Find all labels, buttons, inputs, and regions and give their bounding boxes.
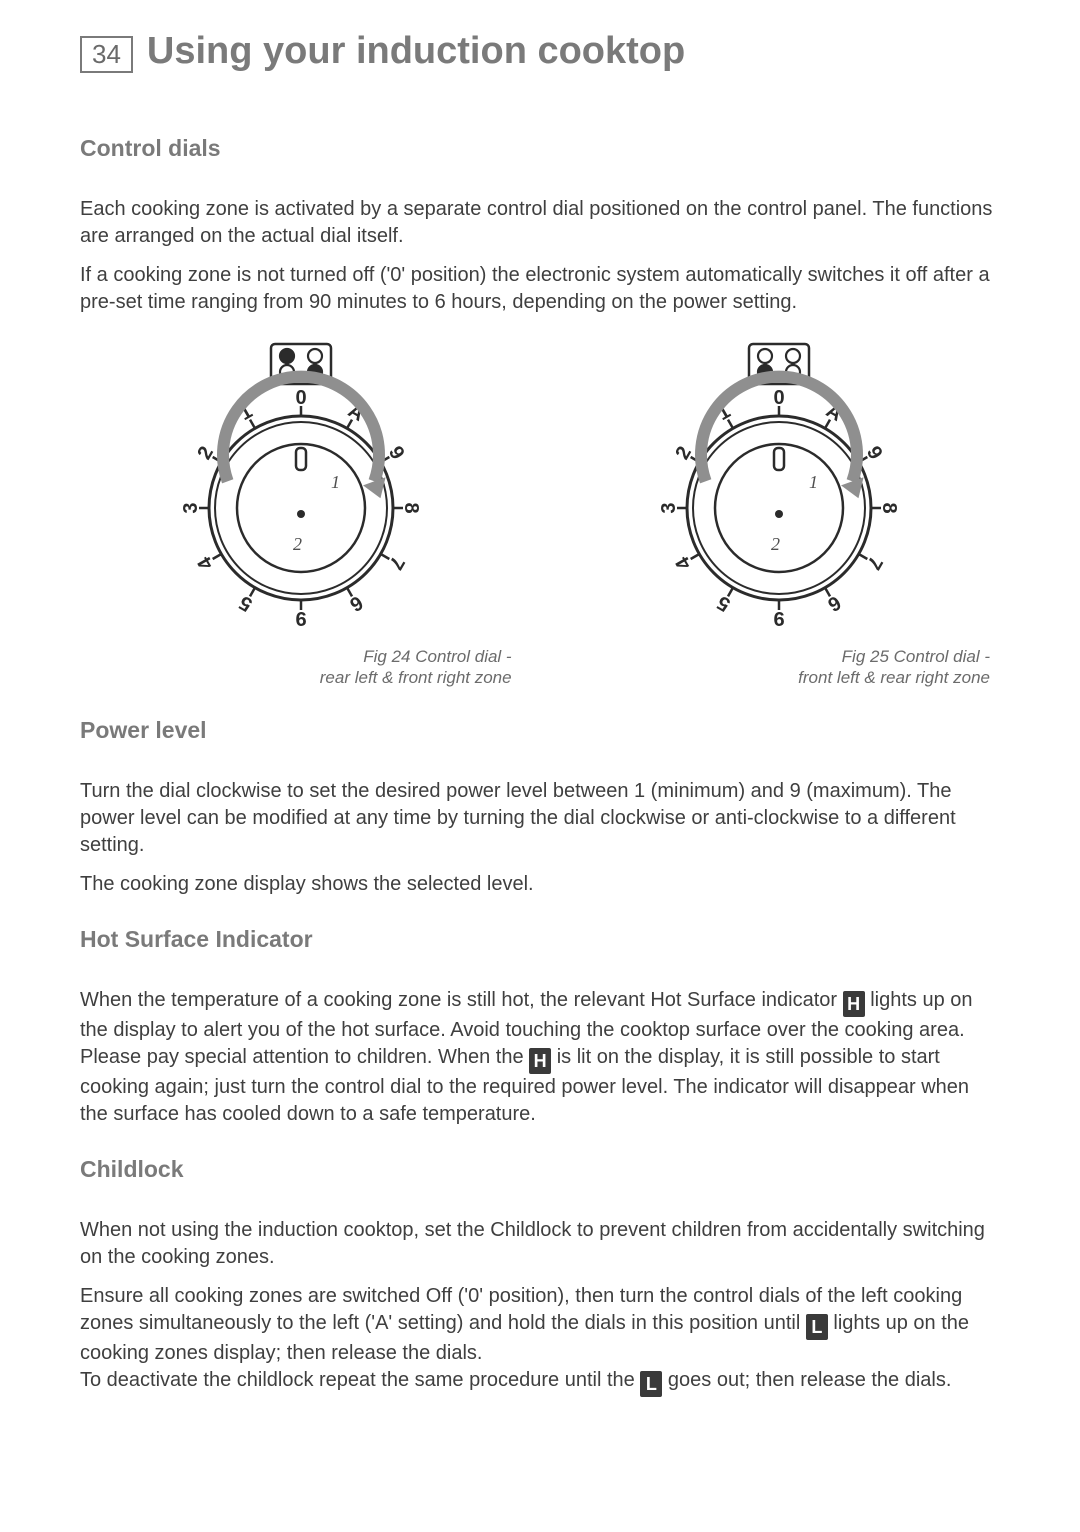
childlock-icon: L (640, 1371, 662, 1397)
heading-childlock: Childlock (80, 1156, 1000, 1183)
section-power-level: Power level Turn the dial clockwise to s… (80, 717, 1000, 898)
heading-control-dials: Control dials (80, 135, 1000, 162)
svg-text:1: 1 (809, 472, 818, 492)
svg-text:3: 3 (658, 502, 680, 513)
text-childlock-p1: When not using the induction cooktop, se… (80, 1217, 1000, 1271)
svg-text:9: 9 (862, 443, 887, 464)
svg-text:3: 3 (180, 502, 202, 513)
heading-power-level: Power level (80, 717, 1000, 744)
text-power-level-p2: The cooking zone display shows the selec… (80, 871, 1000, 898)
svg-text:7: 7 (384, 553, 409, 574)
diagrams-row: 0A987695432112 Fig 24 Control dial - rea… (80, 338, 1000, 689)
control-dial-diagram-right: 0A987695432112 (639, 338, 919, 638)
svg-text:4: 4 (671, 552, 696, 573)
caption-fig24: Fig 24 Control dial - rear left & front … (320, 646, 522, 689)
svg-text:2: 2 (193, 443, 218, 464)
svg-text:5: 5 (714, 591, 735, 616)
svg-text:6: 6 (824, 591, 845, 616)
cl-text-3b: goes out; then release the dials. (662, 1369, 951, 1391)
svg-text:5: 5 (235, 591, 256, 616)
caption-fig25: Fig 25 Control dial - front left & rear … (798, 646, 1000, 689)
page-header: 34 Using your induction cooktop (80, 30, 1000, 73)
figure-24: 0A987695432112 Fig 24 Control dial - rea… (80, 338, 522, 689)
svg-text:2: 2 (293, 534, 302, 554)
childlock-icon: L (806, 1314, 828, 1340)
caption-fig25-l2: front left & rear right zone (798, 668, 990, 687)
control-dial-diagram-left: 0A987695432112 (161, 338, 441, 638)
hot-surface-icon: H (529, 1048, 551, 1074)
figure-25: 0A987695432112 Fig 25 Control dial - fro… (558, 338, 1000, 689)
page-number: 34 (80, 36, 133, 73)
caption-fig24-l1: Fig 24 Control dial - (363, 647, 511, 666)
hot-surface-icon: H (843, 991, 865, 1017)
svg-text:2: 2 (672, 443, 697, 464)
section-hot-surface: Hot Surface Indicator When the temperatu… (80, 926, 1000, 1128)
svg-text:1: 1 (331, 472, 340, 492)
svg-text:9: 9 (384, 443, 409, 464)
section-childlock: Childlock When not using the induction c… (80, 1156, 1000, 1397)
svg-text:0: 0 (774, 387, 785, 409)
heading-hot-surface: Hot Surface Indicator (80, 926, 1000, 953)
caption-fig24-l2: rear left & front right zone (320, 668, 512, 687)
text-control-dials-p2: If a cooking zone is not turned off ('0'… (80, 262, 1000, 316)
svg-text:4: 4 (193, 552, 218, 573)
svg-text:9: 9 (774, 607, 785, 629)
svg-text:7: 7 (862, 553, 887, 574)
section-control-dials: Control dials Each cooking zone is activ… (80, 135, 1000, 689)
caption-fig25-l1: Fig 25 Control dial - (842, 647, 990, 666)
text-power-level-p1: Turn the dial clockwise to set the desir… (80, 778, 1000, 859)
svg-text:0: 0 (295, 387, 306, 409)
page-title: Using your induction cooktop (147, 30, 685, 73)
text-childlock-p2: Ensure all cooking zones are switched Of… (80, 1283, 1000, 1397)
svg-text:6: 6 (345, 591, 366, 616)
svg-text:2: 2 (771, 534, 780, 554)
hs-text-a: When the temperature of a cooking zone i… (80, 989, 843, 1011)
text-hot-surface-p1: When the temperature of a cooking zone i… (80, 987, 1000, 1128)
svg-text:8: 8 (878, 502, 900, 513)
svg-text:9: 9 (295, 607, 306, 629)
svg-text:8: 8 (400, 502, 422, 513)
text-control-dials-p1: Each cooking zone is activated by a sepa… (80, 196, 1000, 250)
cl-text-3a: To deactivate the childlock repeat the s… (80, 1369, 640, 1391)
